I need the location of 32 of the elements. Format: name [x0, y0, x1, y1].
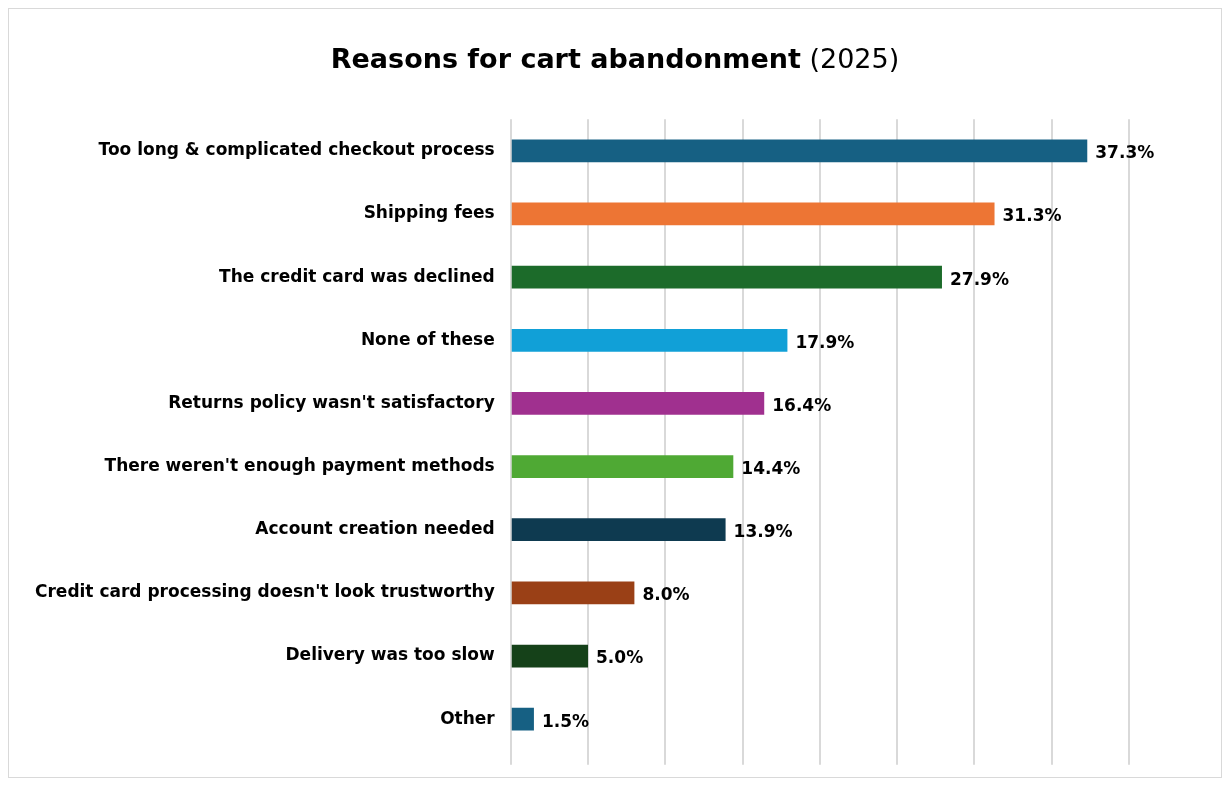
data-label: 5.0%: [596, 647, 644, 668]
data-label: 27.9%: [949, 268, 1009, 289]
chart-title: Reasons for cart abandonment: [330, 43, 801, 74]
bar: [511, 328, 788, 352]
y-tick-label: None of these: [360, 328, 495, 349]
bar: [511, 581, 635, 605]
data-label: 37.3%: [1095, 142, 1155, 163]
bar: [511, 139, 1088, 163]
bar: [511, 644, 589, 668]
y-tick-label: Shipping fees: [363, 202, 495, 223]
bar: [511, 202, 995, 226]
bar: [511, 265, 942, 289]
y-tick-label: Credit card processing doesn't look trustworthy: [34, 581, 495, 602]
data-label: 13.9%: [733, 521, 793, 542]
y-tick-label: Account creation needed: [255, 518, 495, 539]
bar: [511, 392, 765, 415]
y-tick-label: There weren't enough payment methods: [104, 455, 495, 475]
y-tick-label: Returns policy wasn't satisfactory: [168, 391, 495, 412]
y-tick-label: Delivery was too slow: [285, 644, 496, 665]
data-label: 1.5%: [541, 710, 590, 731]
data-label: 8.0%: [642, 584, 690, 605]
y-tick-label: Too long & complicated checkout process: [98, 139, 495, 160]
data-label: 16.4%: [772, 394, 832, 415]
bar: [511, 707, 534, 731]
chart-subtitle: (2025): [808, 43, 900, 74]
y-tick-label: The credit card was declined: [219, 265, 495, 286]
data-label: 17.9%: [795, 331, 855, 352]
bar: [511, 455, 734, 478]
data-label: 14.4%: [741, 458, 801, 478]
bar: [511, 518, 726, 542]
data-label: 31.3%: [1002, 205, 1062, 226]
y-tick-label: Other: [440, 707, 496, 728]
